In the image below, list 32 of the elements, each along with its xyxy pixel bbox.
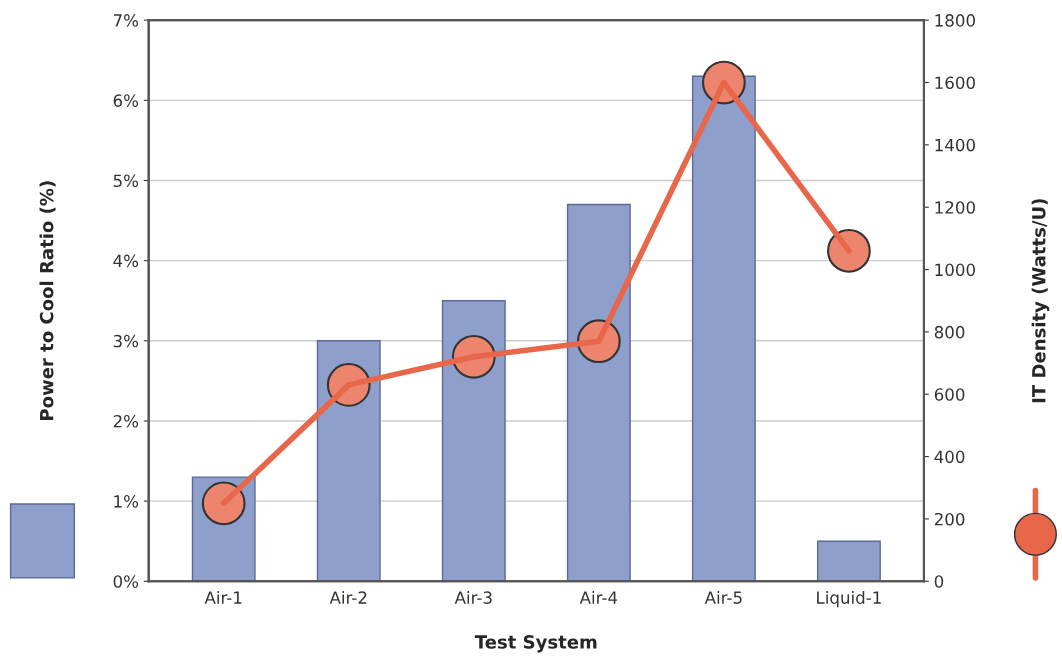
x-tick-label: Air-1 [204, 591, 242, 604]
y2-tick-label: 1400 [935, 138, 975, 152]
y2-tick-label: 600 [934, 388, 965, 401]
y-tick-label: 1% [114, 495, 139, 508]
y2-tick-label: 400 [934, 450, 965, 464]
bar [691, 75, 756, 582]
point [827, 228, 871, 273]
y-tick-label: 5% [113, 174, 139, 188]
x-tick-label: Air-5 [704, 591, 742, 604]
y-tick-label: 3% [113, 334, 139, 348]
y-tick-label: 7% [113, 14, 139, 27]
y2-tick-label: 1000 [935, 263, 975, 277]
x-tick-label: Liquid-1 [817, 591, 881, 608]
y2-tick-label: 800 [934, 325, 965, 339]
y2-tick-label: 1800 [935, 14, 975, 27]
y2-tick-label: 1600 [935, 76, 975, 90]
y-axis-title: Power to Cool Ratio (%) [39, 181, 56, 420]
x-axis-title: Test System [474, 635, 597, 653]
y-tick-label: 2% [113, 414, 139, 428]
x-tick-label: Air-3 [454, 591, 492, 604]
y2-tick-label: 0 [934, 575, 944, 588]
y2-tick-label: 1200 [935, 201, 975, 214]
y-tick-label: 4% [113, 254, 139, 268]
bar [441, 300, 506, 582]
x-tick-label: Air-4 [579, 591, 618, 604]
y-tick-label: 6% [113, 94, 139, 107]
y2-axis-title: IT Density (Watts/U) [1031, 199, 1050, 403]
bar [816, 540, 881, 582]
x-tick-label: Air-2 [329, 591, 367, 604]
y-tick-label: 0% [113, 575, 139, 588]
y2-tick-label: 200 [934, 512, 965, 526]
bar [566, 203, 631, 582]
